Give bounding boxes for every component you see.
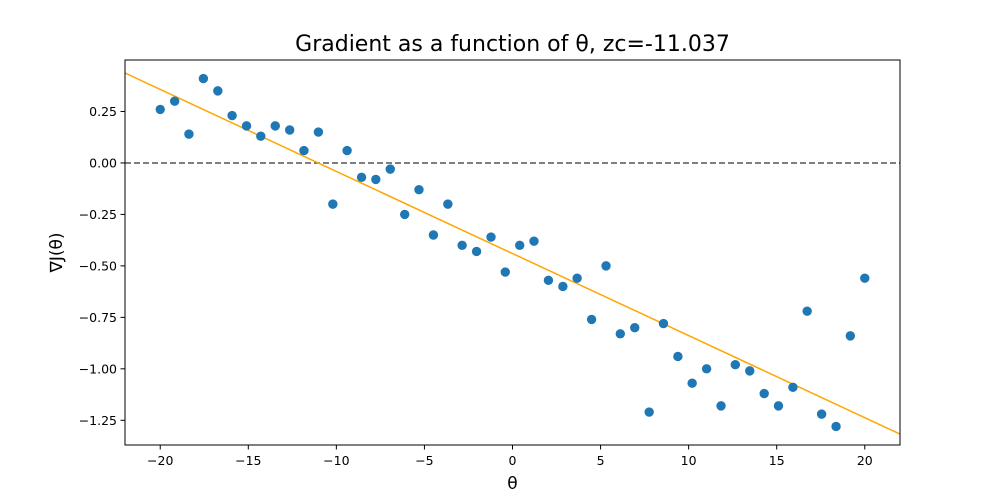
chart-title: Gradient as a function of θ, zc=-11.037 — [295, 32, 730, 57]
x-tick-label: 5 — [597, 453, 605, 468]
y-axis-label: ∇J(θ) — [47, 232, 67, 273]
data-point — [673, 351, 683, 362]
data-point — [601, 261, 611, 271]
plot-frame — [124, 59, 901, 446]
data-point — [816, 409, 827, 419]
data-point — [687, 378, 697, 388]
data-point — [500, 267, 510, 277]
x-tick-label: −5 — [415, 453, 433, 468]
data-point — [328, 199, 338, 209]
data-point — [630, 322, 640, 333]
data-point — [256, 131, 266, 141]
data-point — [759, 388, 769, 399]
y-tick-label: −0.75 — [79, 310, 117, 325]
y-tick-label: −1.25 — [79, 413, 117, 428]
y-tick-label: 0.25 — [89, 104, 117, 119]
data-point — [773, 401, 784, 411]
data-point — [414, 185, 424, 195]
data-point — [486, 232, 496, 242]
plot-area — [125, 72, 900, 435]
x-tick-label: −10 — [323, 453, 349, 468]
data-point — [831, 421, 841, 432]
data-point — [213, 86, 223, 96]
data-point — [615, 329, 625, 339]
data-point — [385, 164, 395, 174]
data-point — [428, 230, 439, 240]
data-point — [155, 104, 165, 115]
data-point — [457, 240, 467, 250]
data-point — [860, 273, 870, 283]
data-point — [788, 382, 798, 393]
data-point — [169, 96, 180, 106]
x-tick-label: 10 — [681, 453, 697, 468]
data-point — [299, 145, 309, 156]
data-point — [471, 246, 482, 257]
data-point — [270, 121, 280, 131]
data-point — [313, 127, 324, 137]
fit-line — [125, 72, 900, 435]
data-point — [558, 281, 568, 292]
data-point — [184, 129, 194, 139]
data-point — [586, 314, 597, 325]
data-point — [658, 318, 669, 329]
data-point — [543, 275, 554, 285]
data-point — [701, 364, 712, 374]
data-point — [443, 199, 453, 209]
data-point — [371, 174, 381, 185]
data-point — [845, 331, 856, 341]
y-tick-label: −0.25 — [79, 207, 117, 222]
data-point — [802, 306, 812, 316]
x-tick-label: −15 — [235, 453, 261, 468]
y-axis: 0.25 0.00 −0.25 −0.50 −0.75 −1.00 −1.25 — [79, 104, 125, 428]
data-point — [241, 121, 252, 131]
x-axis: −20 −15 −10 −5 0 5 10 15 20 — [147, 445, 873, 468]
data-point — [716, 401, 726, 411]
x-tick-label: 20 — [857, 453, 873, 468]
x-axis-label: θ — [507, 474, 517, 494]
data-point — [356, 172, 367, 183]
y-tick-label: −0.50 — [79, 258, 117, 273]
data-point — [400, 209, 410, 220]
data-point — [284, 125, 295, 135]
x-tick-label: 0 — [509, 453, 517, 468]
y-tick-label: 0.00 — [89, 155, 117, 170]
x-tick-label: −20 — [147, 453, 173, 468]
data-point — [515, 240, 525, 250]
data-point — [198, 73, 209, 84]
data-point — [342, 145, 352, 156]
data-point — [572, 273, 582, 283]
data-point — [745, 366, 755, 376]
data-point — [644, 407, 654, 417]
data-point — [227, 110, 237, 121]
data-point — [730, 360, 741, 370]
data-point — [529, 236, 539, 246]
y-tick-label: −1.00 — [79, 361, 117, 376]
x-tick-label: 15 — [769, 453, 785, 468]
